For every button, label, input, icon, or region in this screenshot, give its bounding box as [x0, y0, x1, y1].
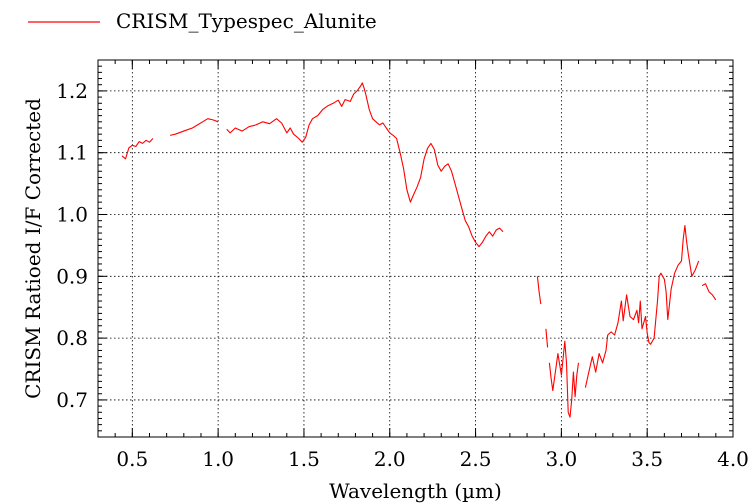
plot-lines — [121, 82, 717, 418]
series-line-segment-0-7 — [701, 283, 717, 301]
plot-frame — [97, 59, 734, 438]
y-tick-label: 0.9 — [56, 264, 88, 288]
y-tick-labels: 0.7 0.8 0.9 1.0 1.1 1.2 — [56, 79, 88, 412]
y-tick-label: 1.2 — [56, 79, 88, 103]
y-axis-title: CRISM Ratioed I/F Corrected — [21, 98, 45, 399]
x-tick-label: 2.5 — [460, 447, 492, 471]
x-tick-label: 2.0 — [374, 447, 406, 471]
series-line-segment-0-3 — [536, 276, 542, 305]
y-tick-label: 1.1 — [56, 141, 88, 165]
x-tick-label: 1.5 — [288, 447, 320, 471]
y-tick-label: 0.7 — [56, 388, 88, 412]
legend: CRISM_Typespec_Alunite — [28, 9, 377, 33]
series-line-segment-0-6 — [584, 225, 700, 388]
series-line-segment-0-5 — [548, 340, 580, 418]
x-tick-label: 4.0 — [717, 447, 749, 471]
legend-label-alunite: CRISM_Typespec_Alunite — [116, 9, 377, 33]
y-tick-label: 1.0 — [56, 203, 88, 227]
series-line-segment-0-1 — [169, 118, 219, 136]
x-tick-labels: 0.5 1.0 1.5 2.0 2.5 3.0 3.5 4.0 — [116, 447, 748, 471]
x-tick-label: 1.0 — [202, 447, 234, 471]
x-axis-title: Wavelength (µm) — [329, 479, 502, 503]
series-line-segment-0-4 — [545, 328, 549, 348]
x-tick-label: 3.5 — [631, 447, 663, 471]
y-tick-label: 0.8 — [56, 326, 88, 350]
series-line-segment-0-0 — [121, 138, 154, 160]
axis-ticks — [97, 59, 734, 437]
grid — [98, 60, 733, 437]
series-line-segment-0-2 — [226, 82, 504, 248]
x-tick-label: 3.0 — [545, 447, 577, 471]
x-tick-label: 0.5 — [116, 447, 148, 471]
